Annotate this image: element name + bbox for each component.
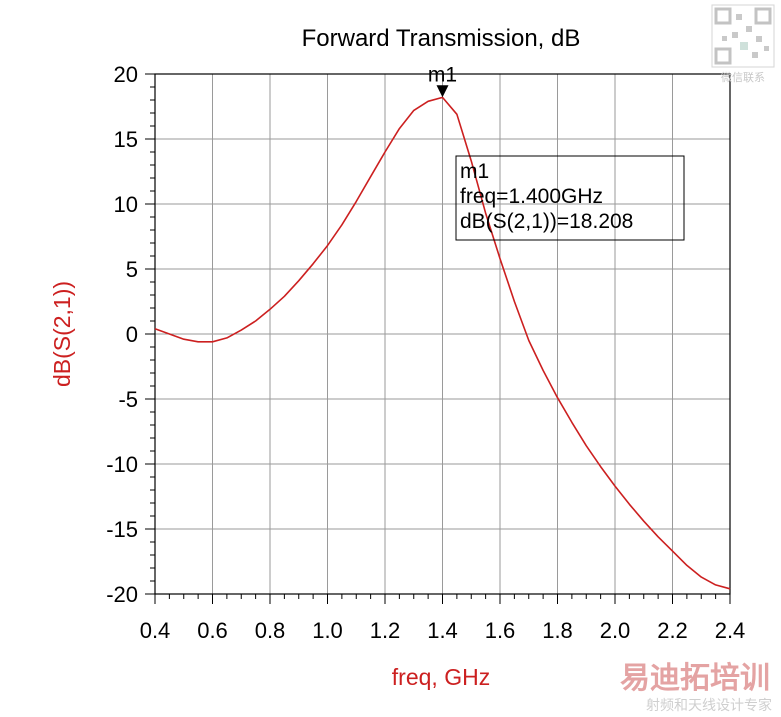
x-tick-label: 0.6 bbox=[197, 618, 228, 643]
y-tick-label: -5 bbox=[118, 387, 138, 412]
watermark-tagline: 射频和天线设计专家 bbox=[646, 697, 772, 714]
x-tick-label: 1.4 bbox=[427, 618, 458, 643]
marker-readout-line: freq=1.400GHz bbox=[460, 185, 603, 208]
qr-caption: 微信联系 bbox=[721, 70, 765, 84]
y-tick-label: 5 bbox=[126, 257, 138, 282]
x-tick-labels: 0.4 0.6 0.8 1.0 1.2 1.4 1.6 1.8 2.0 2.2 2.4 bbox=[140, 618, 746, 643]
x-tick-label: 1.0 bbox=[312, 618, 343, 643]
watermark-brand: 易迪拓培训 bbox=[620, 661, 770, 696]
marker-m1-label: m1 bbox=[428, 63, 457, 86]
y-tick-label: -10 bbox=[106, 452, 138, 477]
marker-m1-triangle[interactable] bbox=[436, 85, 449, 98]
marker-readout-box bbox=[455, 155, 685, 241]
x-axis-title: freq, GHz bbox=[392, 664, 490, 690]
grid-lines bbox=[154, 73, 731, 595]
y-tick-label: 10 bbox=[114, 192, 138, 217]
plot-frame bbox=[154, 73, 731, 595]
x-tick-label: 2.4 bbox=[715, 618, 746, 643]
y-tick-labels: 20 15 10 5 0 -5 -10 -15 -20 bbox=[106, 62, 138, 607]
chart-title: Forward Transmission, dB bbox=[302, 25, 581, 52]
qr-code-watermark bbox=[711, 4, 775, 68]
y-tick-label: 15 bbox=[114, 127, 138, 152]
marker-readout-line: dB(S(2,1))=18.208 bbox=[460, 210, 633, 233]
y-tick-label: -20 bbox=[106, 582, 138, 607]
x-tick-label: 1.2 bbox=[370, 618, 401, 643]
x-tick-label: 1.8 bbox=[542, 618, 573, 643]
series-layer bbox=[154, 96, 731, 590]
x-tick-label: 0.4 bbox=[140, 618, 171, 643]
y-axis-title: dB(S(2,1)) bbox=[49, 281, 75, 387]
x-tick-label: 1.6 bbox=[485, 618, 516, 643]
series-line-dB-S21 bbox=[154, 96, 731, 590]
y-tick-label: 0 bbox=[126, 322, 138, 347]
x-tick-label: 2.2 bbox=[657, 618, 688, 643]
x-tick-label: 0.8 bbox=[255, 618, 286, 643]
y-tick-label: 20 bbox=[114, 62, 138, 87]
x-tick-label: 2.0 bbox=[600, 618, 631, 643]
minor-ticks bbox=[145, 73, 731, 604]
marker-readout-line: m1 bbox=[460, 160, 489, 183]
y-tick-label: -15 bbox=[106, 517, 138, 542]
